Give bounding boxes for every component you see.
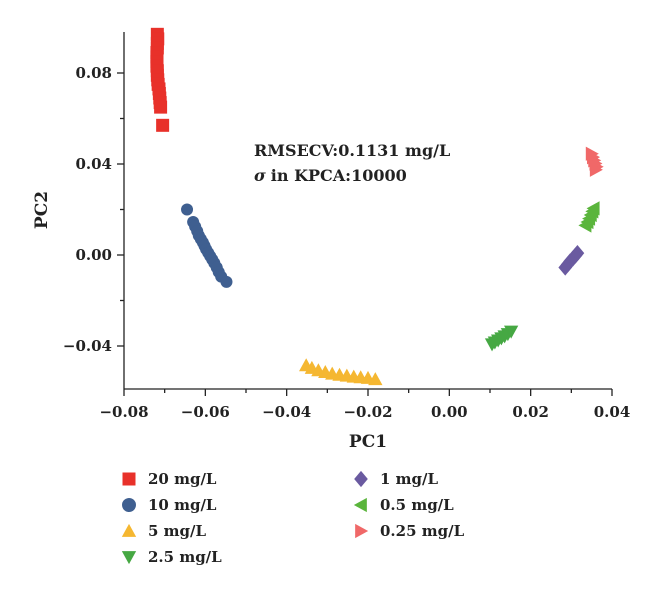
- data-point: [586, 201, 600, 216]
- data-point: [156, 118, 170, 132]
- x-tick-label: −0.04: [262, 403, 311, 421]
- y-tick-label: 0.00: [75, 246, 112, 264]
- data-point: [570, 245, 585, 262]
- y-tick-label: −0.04: [63, 337, 112, 355]
- series-0: [150, 27, 170, 132]
- x-tick-label: −0.08: [99, 403, 148, 421]
- x-tick-label: −0.06: [181, 403, 230, 421]
- circle-marker-icon: [122, 498, 136, 512]
- square-marker-icon: [122, 472, 136, 486]
- legend-item: 10 mg/L: [120, 496, 216, 514]
- series-6: [585, 146, 604, 177]
- legend-label: 1 mg/L: [380, 470, 439, 488]
- legend-label: 10 mg/L: [148, 496, 217, 514]
- legend-item: 0.25 mg/L: [352, 522, 464, 540]
- annotation-rmsecv: RMSECV:0.1131 mg/L: [254, 141, 450, 160]
- diamond-marker-icon: [354, 470, 368, 488]
- triangle-up-marker-icon: [121, 523, 137, 537]
- triangle-left-marker-icon: [353, 497, 367, 513]
- series-4: [558, 245, 585, 276]
- data-point: [503, 325, 519, 339]
- legend: 20 mg/L 10 mg/L 5 mg/L 2.5 mg/L 1 mg/L 0.5 mg…: [120, 470, 540, 580]
- triangle-down-marker-icon: [121, 551, 137, 565]
- legend-item: 0.5 mg/L: [352, 496, 454, 514]
- sigma-symbol: σ: [254, 166, 266, 185]
- x-axis-label: PC1: [349, 432, 387, 452]
- data-point: [154, 100, 168, 114]
- legend-label: 0.5 mg/L: [380, 496, 454, 514]
- legend-item: 20 mg/L: [120, 470, 216, 488]
- legend-label: 0.25 mg/L: [380, 522, 465, 540]
- legend-label: 5 mg/L: [148, 522, 207, 540]
- annotation-sigma-text: in KPCA:10000: [271, 166, 407, 185]
- axis-ticks: −0.08 −0.06 −0.04 −0.02 0.00 0.02 0.04 0.08 0.04…: [63, 64, 630, 421]
- legend-item: 5 mg/L: [120, 522, 206, 540]
- triangle-right-marker-icon: [355, 523, 369, 539]
- series-2: [299, 358, 383, 386]
- annotation-sigma: σ in KPCA:10000: [254, 166, 407, 185]
- y-axis-label: PC2: [32, 191, 52, 229]
- series-3: [484, 325, 519, 352]
- series-5: [578, 201, 600, 233]
- y-tick-label: 0.04: [75, 155, 112, 173]
- data-point: [589, 162, 603, 177]
- legend-item: 2.5 mg/L: [120, 548, 222, 566]
- data-point: [181, 203, 194, 216]
- x-tick-label: 0.00: [431, 403, 468, 421]
- x-tick-label: 0.04: [594, 403, 631, 421]
- y-tick-label: 0.08: [75, 64, 112, 82]
- series-1: [181, 203, 233, 288]
- x-tick-label: −0.02: [343, 403, 392, 421]
- data-point: [368, 372, 383, 386]
- data-point: [220, 275, 233, 288]
- x-tick-label: 0.02: [512, 403, 549, 421]
- legend-label: 20 mg/L: [148, 470, 217, 488]
- legend-item: 1 mg/L: [352, 470, 438, 488]
- legend-label: 2.5 mg/L: [148, 548, 222, 566]
- plot-marks: [150, 27, 604, 386]
